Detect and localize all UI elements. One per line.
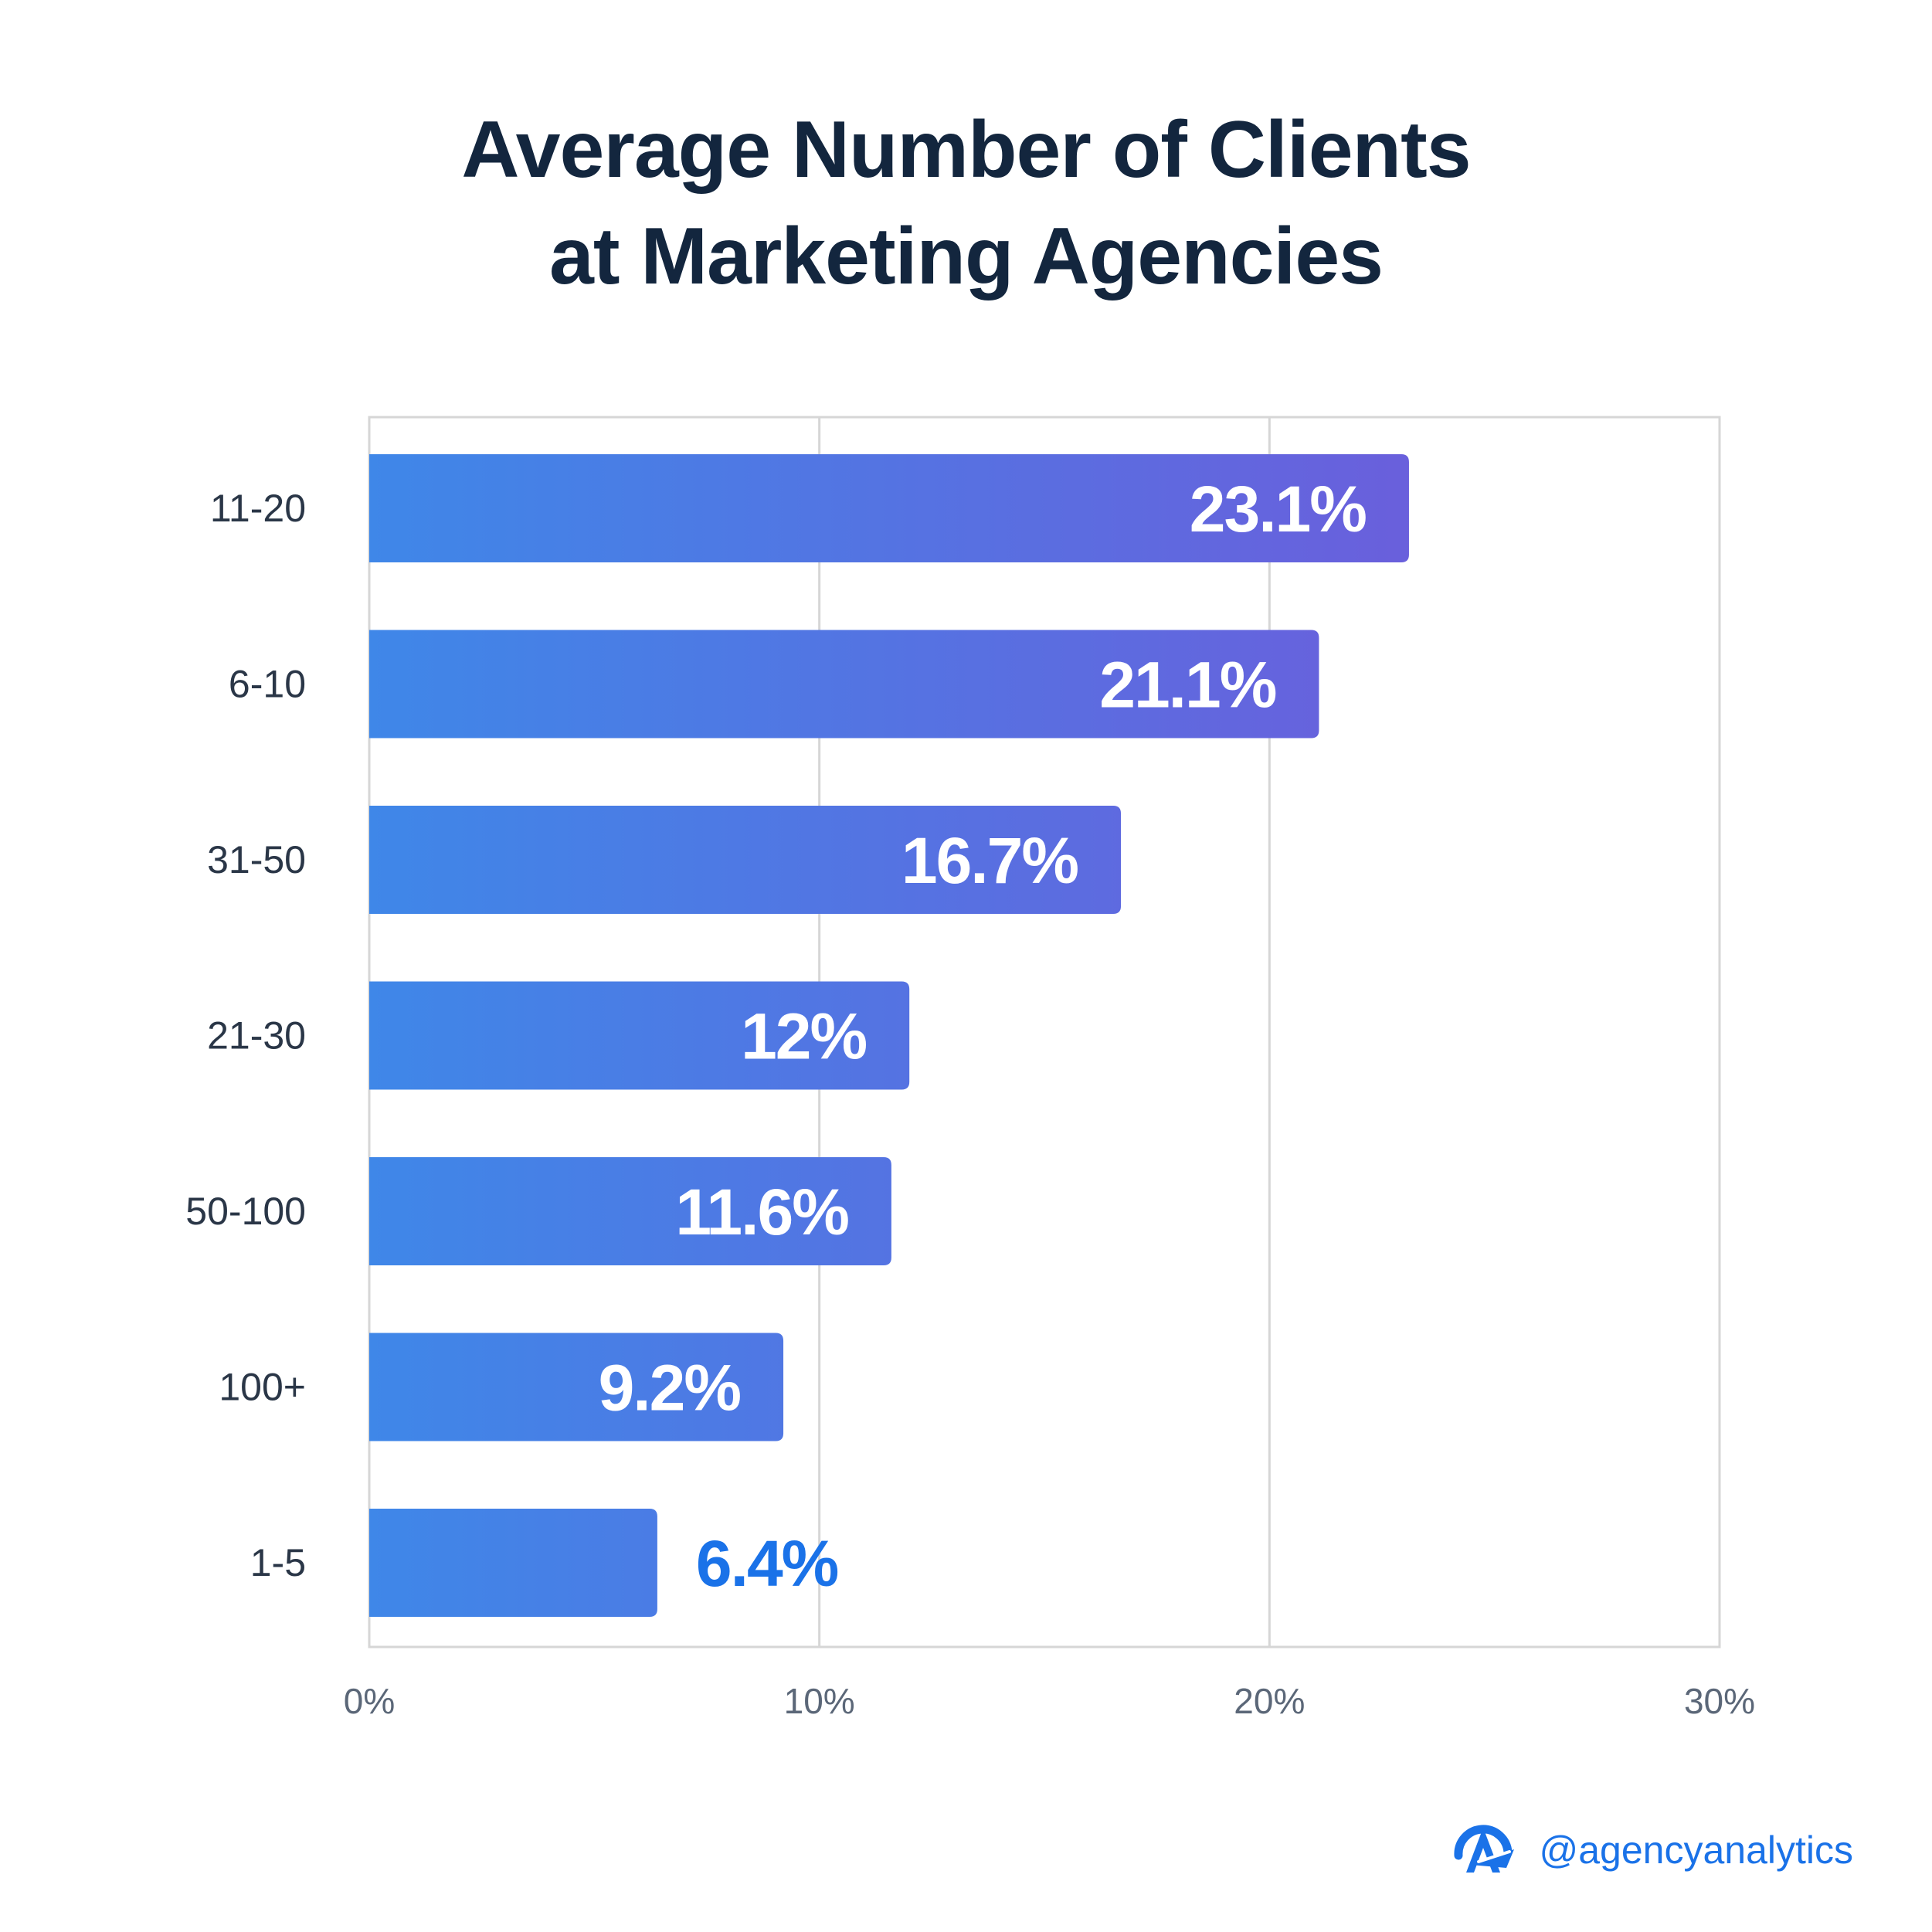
agencyanalytics-logo-icon — [1454, 1825, 1515, 1873]
value-label: 23.1% — [1190, 473, 1366, 545]
chart-title-line-2: at Marketing Agencies — [548, 212, 1384, 301]
bar — [369, 806, 1122, 914]
chart-title-line-1: Average Number of Clients — [461, 105, 1471, 195]
bar — [369, 454, 1409, 562]
bar-layer — [369, 454, 1409, 1617]
x-tick-label: 10% — [784, 1681, 855, 1721]
brand-handle: @agencyanalytics — [1539, 1828, 1853, 1872]
x-tick-label: 20% — [1234, 1681, 1305, 1721]
category-label: 21-30 — [207, 1014, 306, 1058]
category-label: 11-20 — [210, 487, 306, 530]
bar — [369, 981, 910, 1090]
x-tick-label: 30% — [1684, 1681, 1755, 1721]
category-label: 100+ — [219, 1366, 306, 1409]
value-label: 9.2% — [599, 1352, 741, 1424]
bar — [369, 1157, 891, 1265]
value-label: 21.1% — [1099, 649, 1275, 722]
chart-title: Average Number of Clients at Marketing A… — [0, 97, 1932, 310]
bar — [369, 1333, 784, 1441]
bar — [369, 1509, 657, 1617]
category-label: 6-10 — [229, 663, 306, 706]
brand-watermark: @agencyanalytics — [1448, 1815, 1853, 1885]
category-label: 1-5 — [250, 1541, 306, 1584]
bar — [369, 630, 1319, 739]
value-label: 6.4% — [696, 1527, 838, 1600]
value-label: 11.6% — [675, 1176, 848, 1248]
category-label: 31-50 — [207, 838, 306, 881]
category-label: 50-100 — [185, 1190, 306, 1233]
x-tick-label: 0% — [344, 1681, 395, 1721]
label-layer: 0% 10% 20% 30% 11-20 23.1% 6-10 21.1% 31-50 16.7%… — [185, 473, 1755, 1721]
value-label: 16.7% — [901, 824, 1078, 897]
value-label: 12% — [741, 1000, 866, 1073]
